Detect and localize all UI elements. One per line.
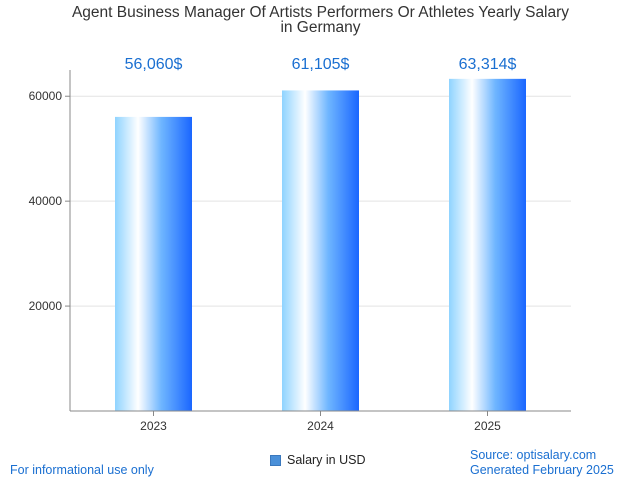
legend-swatch xyxy=(270,454,281,466)
y-tick-label: 40000 xyxy=(29,194,63,208)
legend-label: Salary in USD xyxy=(287,453,366,467)
disclaimer-note: For informational use only xyxy=(10,463,154,477)
y-tick-label: 20000 xyxy=(29,299,63,313)
legend: Salary in USD xyxy=(270,453,366,467)
y-tick-label: 60000 xyxy=(29,89,63,103)
generated-note: Generated February 2025 xyxy=(470,463,614,477)
data-label: 61,105$ xyxy=(292,56,350,73)
data-label: 63,314$ xyxy=(459,56,517,73)
data-label: 56,060$ xyxy=(125,56,183,73)
bar-2025 xyxy=(449,78,526,411)
source-note: Source: optisalary.com xyxy=(470,448,597,462)
bar-2023 xyxy=(115,116,192,412)
x-tick-label: 2023 xyxy=(140,419,167,433)
chart-title-line-2: in Germany xyxy=(280,19,361,36)
x-tick-label: 2025 xyxy=(474,419,501,433)
x-tick-label: 2024 xyxy=(307,419,334,433)
chart-title-line-1: Agent Business Manager Of Artists Perfor… xyxy=(71,4,570,21)
bar-2024 xyxy=(282,90,359,411)
